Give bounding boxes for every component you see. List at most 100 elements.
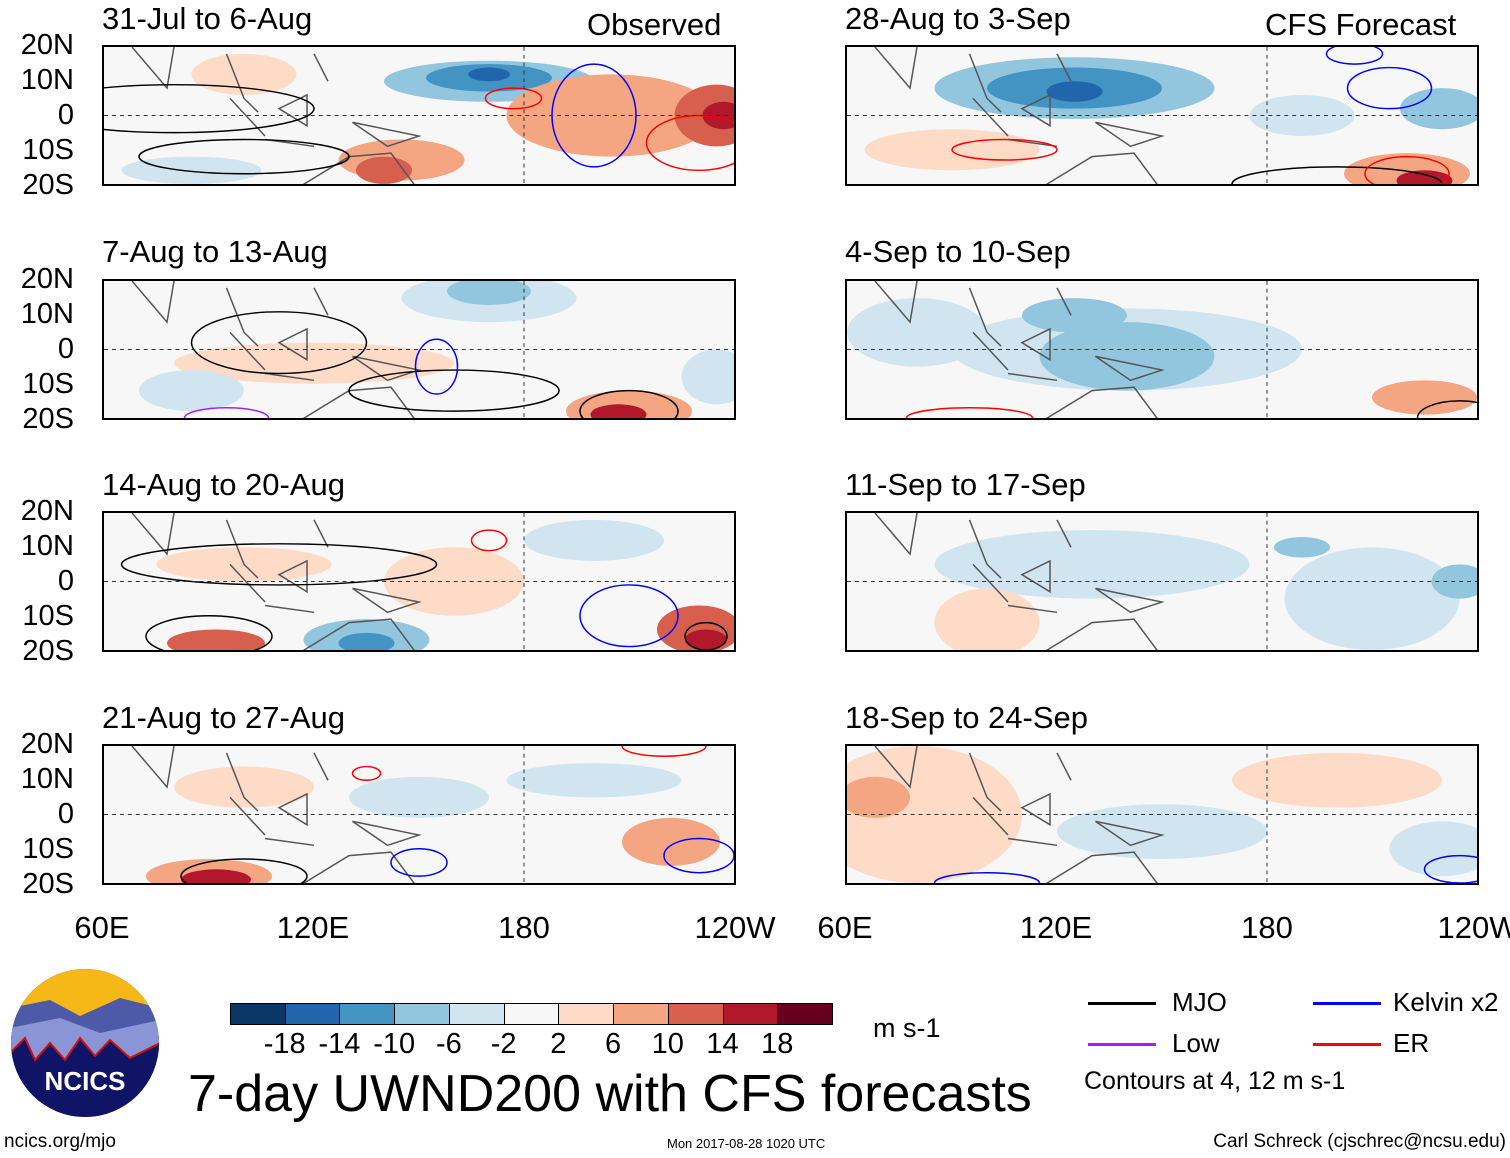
wind-anomaly-region: [1046, 81, 1103, 102]
legend-label-er: ER: [1393, 1028, 1430, 1058]
colorbar-label: -10: [373, 1028, 416, 1060]
lat-label: 0: [57, 798, 74, 830]
colorbar-label: 10: [651, 1028, 684, 1060]
panel-title: 18-Sep to 24-Sep: [845, 700, 1089, 735]
contour-line: [951, 138, 1058, 161]
wind-anomaly-region: [538, 98, 650, 154]
coastline: [131, 746, 422, 883]
coastline: [131, 281, 422, 418]
colorbar-swatch: [722, 1003, 779, 1025]
legend-line-low: [1088, 1043, 1156, 1046]
contour-line: [104, 83, 315, 134]
wind-anomaly-region: [167, 629, 265, 650]
wind-anomaly-region: [1022, 298, 1127, 333]
contour-line: [183, 406, 270, 418]
lat-label: 20S: [22, 403, 74, 435]
wind-anomaly-region: [1389, 821, 1477, 877]
colorbar-label: -14: [318, 1028, 361, 1060]
lat-label: 20S: [22, 868, 74, 900]
colorbar-swatch: [394, 1003, 450, 1025]
contour-line: [145, 615, 273, 650]
contour-line: [1423, 854, 1477, 883]
wind-anomaly-region: [1372, 380, 1477, 415]
wind-anomaly-region: [1400, 88, 1477, 130]
column-label-observed: Observed: [587, 7, 722, 42]
column-label-forecast: CFS Forecast: [1265, 7, 1457, 42]
wind-anomaly-region: [121, 156, 262, 184]
map-panel: [845, 279, 1479, 420]
lat-label: 0: [57, 99, 74, 131]
colorbar-swatch: [339, 1003, 396, 1025]
map-panel: [845, 511, 1479, 652]
wind-anomaly-region: [139, 370, 244, 412]
panel-title: 31-Jul to 6-Aug: [102, 1, 313, 36]
coastline: [874, 513, 1165, 650]
wind-anomaly-region: [174, 342, 454, 384]
lat-label: 10N: [20, 530, 74, 562]
contour-line: [579, 389, 679, 418]
colorbar-swatch: [503, 1003, 560, 1025]
panel-title: 28-Aug to 3-Sep: [845, 1, 1071, 36]
legend-line-mjo: [1088, 1002, 1156, 1005]
wind-anomaly-region: [1057, 804, 1267, 860]
lat-label: 0: [57, 333, 74, 365]
lat-label: 10S: [22, 134, 74, 166]
lon-label: 120E: [1019, 910, 1093, 945]
contour-line: [180, 858, 308, 883]
wind-anomaly-region: [181, 869, 251, 883]
legend-label-kelvin: Kelvin x2: [1393, 987, 1499, 1017]
map-panel: [102, 511, 736, 652]
contour-line: [348, 369, 560, 412]
contour-line: [470, 529, 508, 552]
lon-label: 60E: [817, 910, 873, 945]
footer-credit: Carl Schreck (cjschrec@ncsu.edu): [1213, 1131, 1506, 1152]
wind-anomaly-region: [1284, 547, 1460, 650]
lat-label: 10S: [22, 368, 74, 400]
contour-line: [414, 338, 459, 395]
lat-label: 10S: [22, 600, 74, 632]
wind-anomaly-region: [506, 763, 682, 798]
coastline: [874, 47, 1165, 184]
colorbar-label: 14: [706, 1028, 739, 1060]
contour-line: [190, 311, 368, 375]
wind-anomaly-region: [1396, 170, 1453, 184]
lon-label: 120E: [276, 910, 350, 945]
map-panel: [102, 279, 736, 420]
wind-anomaly-region: [524, 519, 664, 561]
contour-line: [621, 746, 707, 758]
contour-line: [138, 138, 350, 175]
contour-line: [684, 621, 728, 650]
panel-title: 21-Aug to 27-Aug: [102, 700, 346, 735]
colorbar-label: 6: [605, 1028, 622, 1060]
legend-label-mjo: MJO: [1172, 987, 1227, 1017]
lat-label: 20N: [20, 495, 74, 527]
colorbar-label: -2: [490, 1028, 517, 1060]
wind-anomaly-region: [847, 298, 987, 367]
lat-label: 10N: [20, 298, 74, 330]
colorbar-swatch: [613, 1003, 669, 1025]
contour-line: [1325, 47, 1384, 65]
wind-anomaly-region: [684, 629, 727, 650]
contour-line: [1231, 166, 1443, 184]
colorbar-swatch: [777, 1003, 833, 1025]
lat-label: 10N: [20, 763, 74, 795]
wind-anomaly-region: [191, 53, 297, 95]
colorbar-label: 18: [761, 1028, 794, 1060]
map-panel: [102, 45, 736, 186]
contour-line: [1416, 400, 1477, 418]
lon-label: 180: [1241, 910, 1293, 945]
footer-url[interactable]: ncics.org/mjo: [4, 1131, 116, 1152]
wind-anomaly-region: [468, 67, 510, 82]
wind-anomaly-region: [447, 281, 531, 305]
lat-label: 10S: [22, 833, 74, 865]
map-panel: [102, 744, 736, 885]
lon-label: 120W: [1437, 910, 1510, 945]
panel-title: 11-Sep to 17-Sep: [845, 467, 1086, 502]
contour-note: Contours at 4, 12 m s-1: [1084, 1067, 1346, 1095]
ncics-logo: NCICS: [11, 969, 159, 1117]
wind-anomaly-region: [934, 588, 1040, 650]
lat-label: 20N: [20, 263, 74, 295]
contour-line: [390, 848, 448, 877]
colorbar-swatch: [667, 1003, 724, 1025]
